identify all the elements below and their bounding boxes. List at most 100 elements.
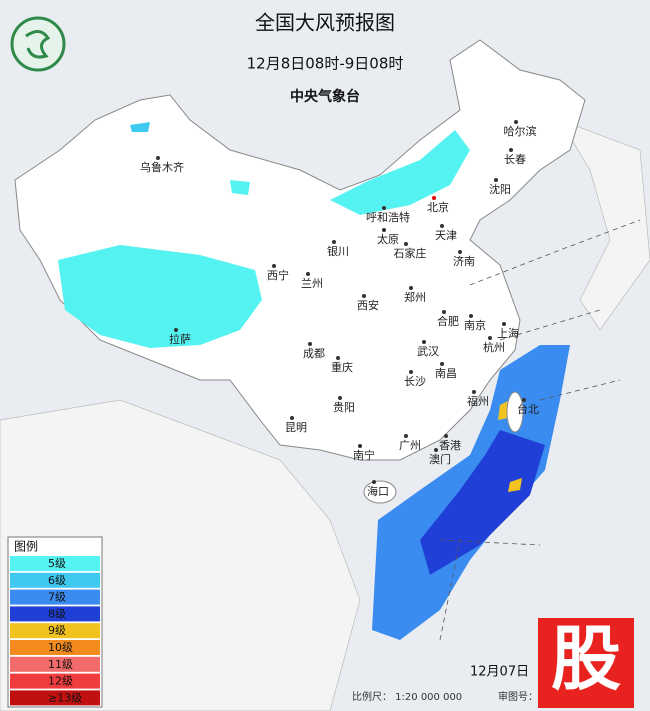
scale: 比例尺： 1:20 000 000 — [352, 690, 462, 703]
city-dot — [432, 196, 436, 200]
legend-swatch — [10, 589, 100, 605]
city-dot — [522, 398, 526, 402]
legend-label: 5级 — [48, 557, 66, 570]
city-name: 兰州 — [301, 277, 323, 290]
city-dot — [409, 286, 413, 290]
city-name: 石家庄 — [394, 246, 427, 260]
taiwan — [506, 391, 524, 433]
wind-zone — [330, 130, 470, 215]
city-name: 太原 — [377, 233, 399, 246]
legend-label: ≥13级 — [48, 691, 82, 704]
city-name: 海口 — [367, 484, 389, 498]
city-name: 拉萨 — [169, 332, 191, 346]
city-dot — [308, 342, 312, 346]
city-dot — [409, 370, 413, 374]
city-name: 武汉 — [417, 345, 439, 358]
city-dot — [458, 250, 462, 254]
city-dot — [422, 340, 426, 344]
legend-swatch — [10, 572, 100, 588]
legend-label: 6级 — [48, 574, 66, 587]
issue-time: 12月07日 — [470, 665, 529, 680]
city-name: 香港 — [439, 439, 461, 452]
city-name: 重庆 — [331, 360, 353, 374]
wind-zone — [58, 245, 262, 348]
city-name: 乌鲁木齐 — [140, 160, 184, 174]
city-name: 成都 — [303, 347, 325, 360]
city-name: 上海 — [497, 326, 519, 340]
city-name: 银川 — [327, 244, 349, 258]
legend-swatch — [10, 606, 100, 622]
logo-mark — [25, 30, 51, 59]
city-dot — [332, 240, 336, 244]
legend-title: 图例 — [14, 540, 38, 554]
city-dot — [338, 396, 342, 400]
city-dot — [472, 390, 476, 394]
legend-label: 11级 — [48, 658, 73, 671]
city-dot — [362, 294, 366, 298]
wind-zone — [230, 180, 250, 195]
city-dot — [434, 448, 438, 452]
city-dot — [469, 314, 473, 318]
city-name: 西安 — [357, 298, 379, 312]
city-dot — [488, 336, 492, 340]
city-dot — [290, 416, 294, 420]
city-name: 西宁 — [267, 268, 289, 282]
city-dot — [509, 148, 513, 152]
city-dot — [404, 242, 408, 246]
legend-label: 7级 — [48, 591, 66, 604]
legend-swatch — [10, 640, 100, 655]
legend-swatch — [10, 656, 100, 672]
city-dot — [514, 120, 518, 124]
legend-swatch — [10, 556, 100, 571]
city-dot — [494, 178, 498, 182]
city-name: 南京 — [464, 318, 486, 332]
city-dot — [174, 328, 178, 332]
city-name: 贵阳 — [333, 401, 355, 414]
wind-zone — [420, 430, 545, 575]
city-name: 天津 — [435, 229, 457, 242]
wind-zone — [508, 478, 522, 492]
city-name: 广州 — [399, 439, 421, 452]
wind-zone — [130, 122, 150, 132]
city-name: 昆明 — [285, 421, 307, 434]
hainan — [363, 480, 397, 504]
city-dot — [156, 156, 160, 160]
legend-label: 9级 — [48, 624, 66, 637]
time-range: 12月8日08时-9日08时 — [247, 55, 404, 73]
city-name: 合肥 — [437, 314, 459, 328]
city-name: 澳门 — [429, 452, 451, 466]
city-name: 郑州 — [404, 290, 426, 304]
watermark-box — [538, 618, 634, 708]
city-dot — [306, 272, 310, 276]
city-name: 南宁 — [353, 448, 375, 462]
city-dot — [404, 434, 408, 438]
city-name: 福州 — [467, 394, 489, 408]
legend: 图例 5级 6级 7级 8级 9级 10级 11级 12级 ≥13级 — [7, 536, 103, 708]
city-dot — [502, 322, 506, 326]
city-dot — [440, 362, 444, 366]
agency: 中央气象台 — [290, 88, 360, 105]
city-name: 杭州 — [483, 340, 505, 354]
legend-swatch — [10, 690, 100, 706]
watermark: 股 — [551, 618, 621, 700]
legend-swatch — [10, 673, 100, 689]
city-name: 哈尔滨 — [504, 124, 537, 138]
legend-label: 8级 — [48, 607, 66, 620]
city-dot — [372, 480, 376, 484]
city-name: 沈阳 — [489, 182, 511, 196]
city-name: 台北 — [517, 402, 539, 416]
sea-area-lines — [439, 219, 641, 641]
city-dot — [444, 434, 448, 438]
logo — [10, 16, 66, 72]
city-dot — [272, 264, 276, 268]
city-dot — [382, 228, 386, 232]
city-dot — [440, 224, 444, 228]
legend-swatch — [10, 623, 100, 639]
city-dot — [336, 356, 340, 360]
city-name: 北京 — [427, 200, 449, 214]
city-dot — [382, 206, 386, 210]
city-name: 南昌 — [435, 367, 457, 380]
legend-label: 12级 — [48, 675, 73, 688]
